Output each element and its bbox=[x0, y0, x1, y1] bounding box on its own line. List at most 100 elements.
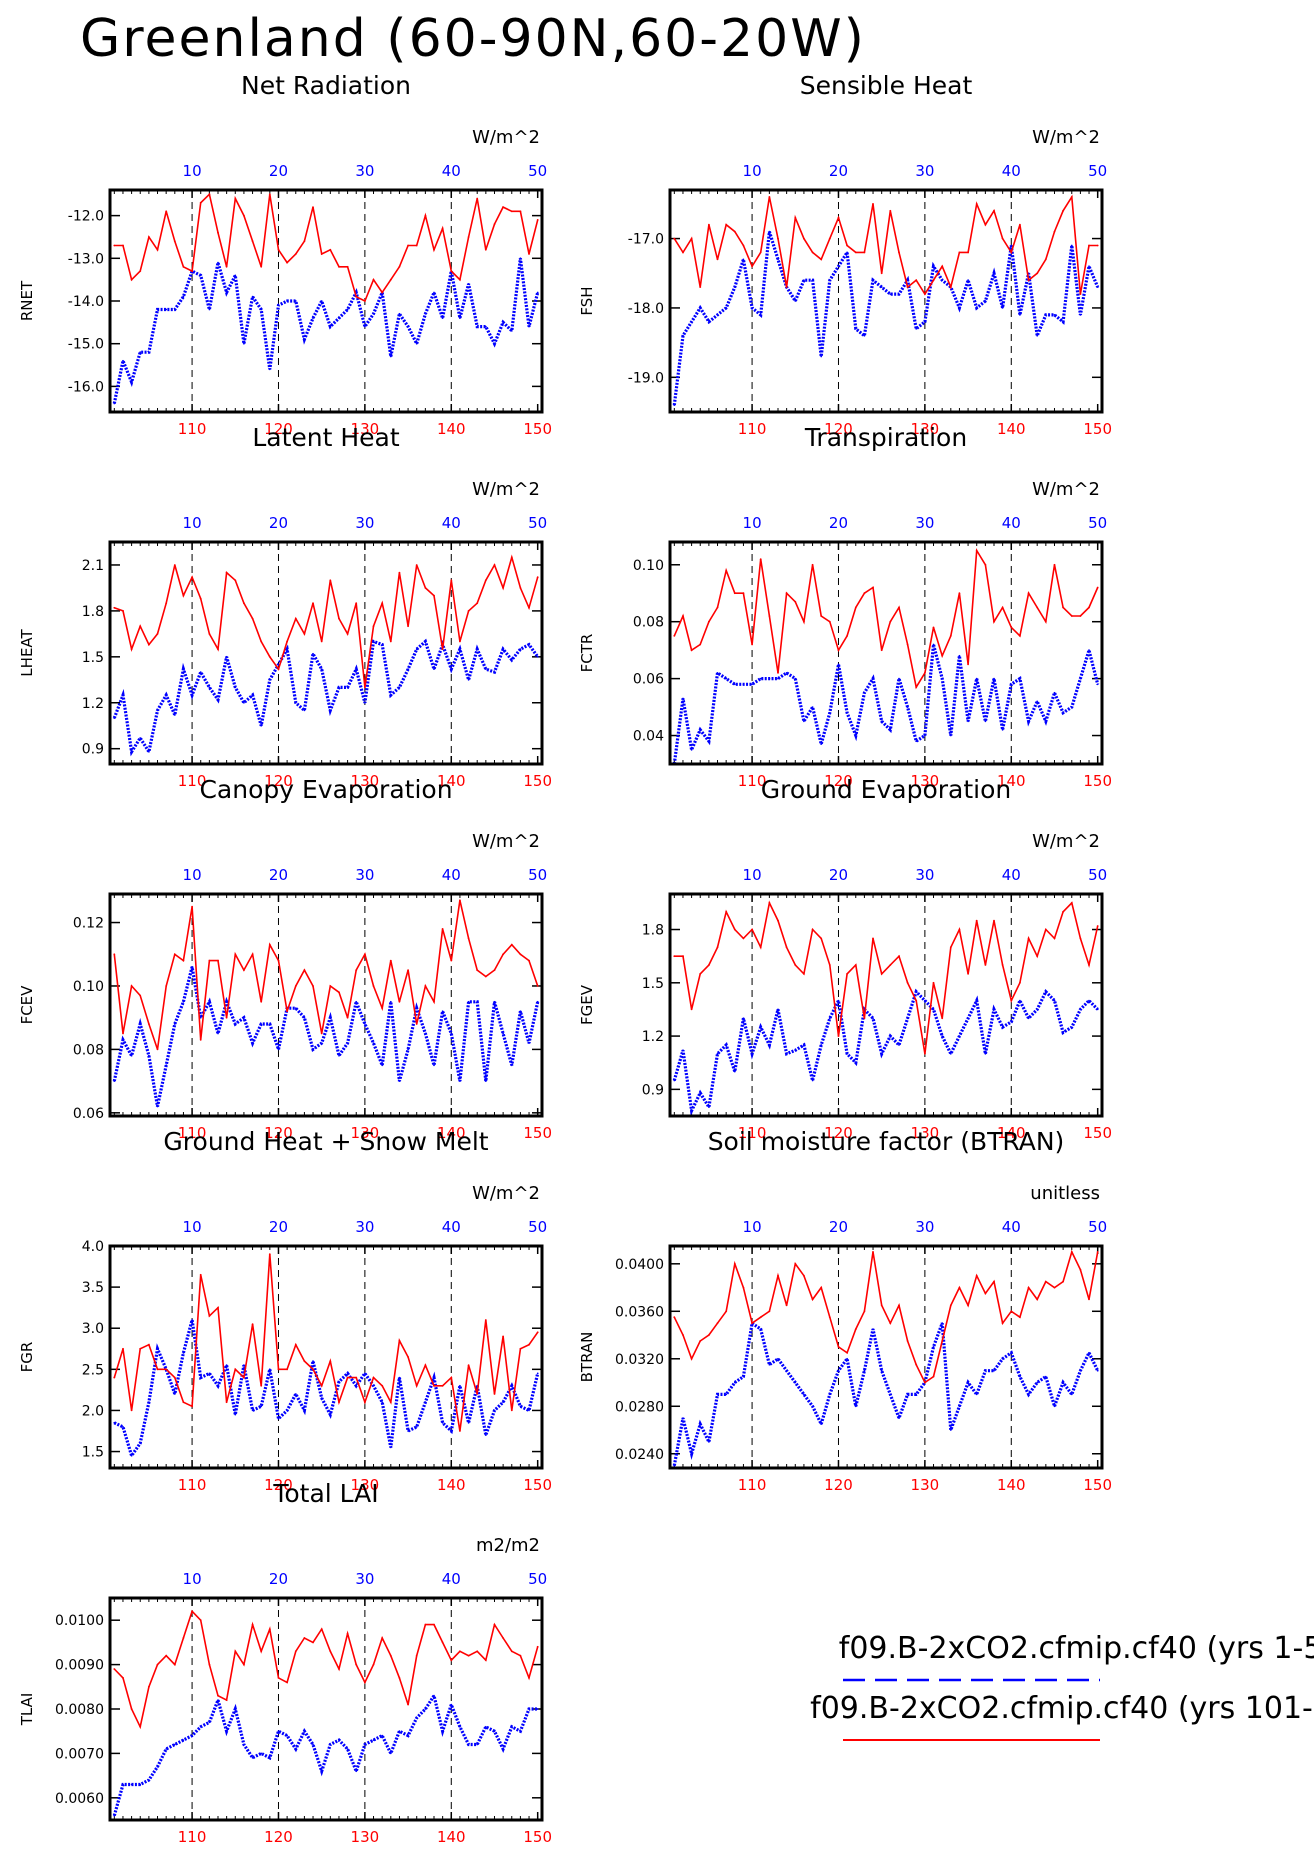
data-point-red bbox=[536, 1645, 539, 1648]
data-point-blue bbox=[407, 1430, 409, 1432]
data-point-blue bbox=[1096, 1008, 1099, 1011]
data-point-blue bbox=[967, 1017, 969, 1020]
y-tick-label: 0.9 bbox=[82, 742, 104, 758]
data-point-red bbox=[476, 1393, 479, 1395]
data-point-red bbox=[510, 210, 513, 213]
data-point-red bbox=[949, 946, 952, 949]
data-point-blue bbox=[182, 668, 185, 670]
units-label: W/m^2 bbox=[472, 127, 540, 148]
data-point-blue bbox=[191, 966, 194, 968]
data-point-blue bbox=[768, 230, 771, 233]
y-tick-label: 1.5 bbox=[82, 650, 104, 666]
data-point-red bbox=[967, 1304, 969, 1307]
data-point-red bbox=[1062, 209, 1064, 212]
data-point-red bbox=[113, 244, 116, 247]
data-point-blue bbox=[268, 1368, 271, 1371]
y-tick-label: 4.0 bbox=[82, 1239, 104, 1255]
data-point-red bbox=[1088, 244, 1090, 247]
data-point-blue bbox=[1010, 1021, 1013, 1023]
data-point-blue bbox=[519, 1730, 522, 1733]
data-point-red bbox=[742, 937, 745, 940]
data-point-blue bbox=[476, 1743, 479, 1746]
data-point-red bbox=[320, 1032, 323, 1035]
data-point-blue bbox=[260, 1405, 263, 1408]
data-point-blue bbox=[811, 1405, 814, 1408]
data-point-blue bbox=[113, 402, 116, 405]
y-tick-label: 2.0 bbox=[82, 1403, 104, 1419]
panel-title: Canopy Evaporation bbox=[199, 775, 452, 804]
data-point-red bbox=[906, 1340, 909, 1342]
x-top-tick-label: 50 bbox=[528, 162, 547, 180]
data-point-red bbox=[441, 648, 444, 651]
data-point-red bbox=[1027, 1286, 1030, 1289]
series-line-blue bbox=[113, 1319, 540, 1460]
data-point-red bbox=[467, 610, 470, 612]
data-point-red bbox=[467, 1364, 470, 1367]
data-point-blue bbox=[958, 307, 961, 309]
data-point-red bbox=[906, 643, 909, 646]
data-point-red bbox=[303, 969, 306, 971]
data-point-red bbox=[407, 969, 409, 971]
data-point-blue bbox=[338, 1739, 340, 1741]
data-point-red bbox=[742, 244, 745, 247]
y-tick-label: 1.2 bbox=[642, 1029, 664, 1045]
panel-title: Sensible Heat bbox=[800, 71, 973, 100]
x-top-tick-label: 50 bbox=[528, 514, 547, 532]
data-point-red bbox=[941, 265, 944, 268]
data-point-red bbox=[156, 1663, 159, 1666]
data-point-red bbox=[1036, 955, 1039, 958]
data-point-red bbox=[234, 197, 237, 200]
data-point-blue bbox=[234, 1708, 237, 1710]
panel-title: Soil moisture factor (BTRAN) bbox=[708, 1127, 1065, 1156]
x-bottom-tick-label: 130 bbox=[351, 1476, 380, 1494]
data-point-blue bbox=[699, 1092, 702, 1094]
x-bottom-tick-label: 140 bbox=[997, 772, 1026, 790]
data-point-red bbox=[699, 973, 702, 975]
legend-label-red: f09.B-2xCO2.cfmip.cf40 (yrs 101-150) bbox=[810, 1691, 1314, 1726]
x-bottom-tick-label: 140 bbox=[997, 1476, 1026, 1494]
chart-panel-7: Soil moisture factor (BTRAN) unitless BTRA… bbox=[578, 1127, 1112, 1494]
data-point-blue bbox=[519, 648, 522, 651]
data-point-red bbox=[165, 1654, 168, 1657]
panel-title: Net Radiation bbox=[241, 71, 411, 100]
data-point-red bbox=[199, 597, 202, 600]
data-point-red bbox=[217, 231, 219, 234]
data-point-red bbox=[346, 633, 349, 635]
data-point-red bbox=[199, 1619, 202, 1622]
data-point-blue bbox=[346, 308, 349, 311]
data-point-red bbox=[941, 1017, 944, 1020]
data-point-red bbox=[863, 1017, 866, 1020]
data-point-blue bbox=[725, 677, 728, 680]
data-point-blue bbox=[803, 720, 805, 723]
data-point-red bbox=[372, 1663, 375, 1666]
x-bottom-tick-label: 150 bbox=[1083, 772, 1112, 790]
data-point-blue bbox=[251, 1756, 254, 1759]
data-point-blue bbox=[690, 748, 693, 751]
x-bottom-tick-label: 130 bbox=[351, 772, 380, 790]
data-point-red bbox=[459, 278, 461, 281]
data-point-red bbox=[243, 214, 245, 217]
x-bottom-tick-label: 120 bbox=[824, 1124, 853, 1142]
data-point-red bbox=[536, 576, 539, 579]
data-point-blue bbox=[1019, 999, 1021, 1002]
data-point-red bbox=[898, 251, 900, 254]
data-point-blue bbox=[768, 1363, 771, 1366]
x-bottom-tick-label: 110 bbox=[738, 420, 767, 438]
y-tick-label: 0.06 bbox=[73, 1106, 104, 1122]
data-point-red bbox=[389, 640, 392, 643]
data-point-blue bbox=[450, 1430, 453, 1432]
data-point-red bbox=[1088, 1298, 1090, 1301]
data-point-blue bbox=[415, 1426, 418, 1428]
data-point-red bbox=[398, 571, 401, 574]
data-point-blue bbox=[113, 1814, 116, 1817]
data-point-blue bbox=[1010, 244, 1013, 247]
data-point-red bbox=[984, 223, 987, 226]
data-point-red bbox=[820, 1286, 823, 1289]
data-point-blue bbox=[450, 1032, 453, 1035]
data-point-red bbox=[208, 1663, 211, 1666]
data-point-red bbox=[510, 556, 513, 559]
data-point-blue bbox=[484, 325, 487, 328]
data-point-blue bbox=[148, 1401, 150, 1404]
x-top-tick-label: 30 bbox=[355, 514, 374, 532]
data-point-red bbox=[217, 1694, 219, 1697]
